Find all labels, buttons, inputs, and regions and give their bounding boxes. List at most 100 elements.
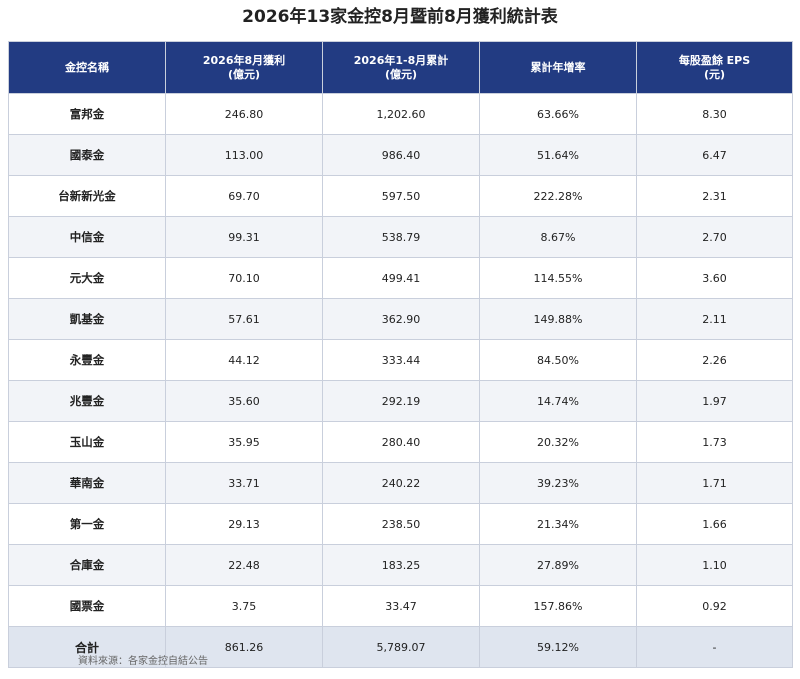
header-august-profit-label: 2026年8月獲利 — [202, 53, 286, 67]
yoy-growth-cell: 114.55% — [479, 257, 637, 299]
header-ytd-profit-unit: (億元) — [384, 67, 418, 81]
total-yoy-growth: 59.12% — [479, 626, 637, 668]
table-row: 玉山金 35.95 280.40 20.32% 1.73 — [8, 421, 793, 463]
august-profit-cell: 99.31 — [165, 216, 323, 258]
august-profit-cell: 57.61 — [165, 298, 323, 340]
profit-table: 金控名稱 2026年8月獲利 (億元) 2026年1-8月累計 (億元) 累計年增率… — [8, 41, 793, 668]
table-row: 永豐金 44.12 333.44 84.50% 2.26 — [8, 339, 793, 381]
header-eps: 每股盈餘 EPS (元) — [636, 41, 793, 94]
table-title: 2026年13家金控8月暨前8月獲利統計表 — [242, 7, 558, 27]
eps-cell: 2.11 — [636, 298, 793, 340]
table-body: 富邦金 246.80 1,202.60 63.66% 8.30 國泰金 113.00 986.… — [8, 93, 793, 627]
table-header-row: 金控名稱 2026年8月獲利 (億元) 2026年1-8月累計 (億元) 累計年增率… — [8, 41, 793, 94]
company-name-cell: 國泰金 — [8, 134, 166, 176]
ytd-profit-cell: 292.19 — [322, 380, 480, 422]
company-name-cell: 富邦金 — [8, 93, 166, 135]
august-profit-cell: 35.60 — [165, 380, 323, 422]
table-row: 合庫金 22.48 183.25 27.89% 1.10 — [8, 544, 793, 586]
yoy-growth-cell: 63.66% — [479, 93, 637, 135]
company-name-cell: 永豐金 — [8, 339, 166, 381]
company-name-cell: 華南金 — [8, 462, 166, 504]
yoy-growth-cell: 20.32% — [479, 421, 637, 463]
eps-cell: 1.97 — [636, 380, 793, 422]
table-row: 兆豐金 35.60 292.19 14.74% 1.97 — [8, 380, 793, 422]
ytd-profit-cell: 1,202.60 — [322, 93, 480, 135]
eps-cell: 3.60 — [636, 257, 793, 299]
company-name-cell: 玉山金 — [8, 421, 166, 463]
company-name-cell: 台新新光金 — [8, 175, 166, 217]
company-name-cell: 中信金 — [8, 216, 166, 258]
header-ytd-profit: 2026年1-8月累計 (億元) — [322, 41, 480, 94]
table-row: 富邦金 246.80 1,202.60 63.66% 8.30 — [8, 93, 793, 135]
eps-cell: 1.10 — [636, 544, 793, 586]
company-name-cell: 兆豐金 — [8, 380, 166, 422]
total-eps: - — [636, 626, 793, 668]
eps-cell: 1.71 — [636, 462, 793, 504]
header-yoy-growth: 累計年增率 — [479, 41, 637, 94]
table-row: 元大金 70.10 499.41 114.55% 3.60 — [8, 257, 793, 299]
header-august-profit-unit: (億元) — [227, 67, 261, 81]
header-yoy-growth-label: 累計年增率 — [530, 60, 586, 74]
table-row: 中信金 99.31 538.79 8.67% 2.70 — [8, 216, 793, 258]
yoy-growth-cell: 21.34% — [479, 503, 637, 545]
total-label: 合計 — [8, 626, 166, 668]
august-profit-cell: 22.48 — [165, 544, 323, 586]
table-row: 華南金 33.71 240.22 39.23% 1.71 — [8, 462, 793, 504]
yoy-growth-cell: 84.50% — [479, 339, 637, 381]
eps-cell: 0.92 — [636, 585, 793, 627]
ytd-profit-cell: 183.25 — [322, 544, 480, 586]
header-company-label: 金控名稱 — [65, 60, 109, 74]
table-row: 國票金 3.75 33.47 157.86% 0.92 — [8, 585, 793, 627]
ytd-profit-cell: 33.47 — [322, 585, 480, 627]
company-name-cell: 第一金 — [8, 503, 166, 545]
source-note: 資料來源：各家金控自結公告 — [78, 656, 208, 667]
yoy-growth-cell: 8.67% — [479, 216, 637, 258]
august-profit-cell: 44.12 — [165, 339, 323, 381]
eps-cell: 1.73 — [636, 421, 793, 463]
august-profit-cell: 246.80 — [165, 93, 323, 135]
total-row: 合計 861.26 5,789.07 59.12% - — [8, 626, 793, 668]
yoy-growth-cell: 222.28% — [479, 175, 637, 217]
company-name-cell: 國票金 — [8, 585, 166, 627]
yoy-growth-cell: 149.88% — [479, 298, 637, 340]
header-eps-label: 每股盈餘 EPS — [678, 53, 751, 67]
table-row: 國泰金 113.00 986.40 51.64% 6.47 — [8, 134, 793, 176]
ytd-profit-cell: 499.41 — [322, 257, 480, 299]
ytd-profit-cell: 538.79 — [322, 216, 480, 258]
ytd-profit-cell: 240.22 — [322, 462, 480, 504]
eps-cell: 6.47 — [636, 134, 793, 176]
yoy-growth-cell: 39.23% — [479, 462, 637, 504]
yoy-growth-cell: 157.86% — [479, 585, 637, 627]
ytd-profit-cell: 986.40 — [322, 134, 480, 176]
august-profit-cell: 70.10 — [165, 257, 323, 299]
ytd-profit-cell: 280.40 — [322, 421, 480, 463]
table-row: 第一金 29.13 238.50 21.34% 1.66 — [8, 503, 793, 545]
eps-cell: 1.66 — [636, 503, 793, 545]
ytd-profit-cell: 238.50 — [322, 503, 480, 545]
company-name-cell: 凱基金 — [8, 298, 166, 340]
august-profit-cell: 29.13 — [165, 503, 323, 545]
ytd-profit-cell: 333.44 — [322, 339, 480, 381]
table-row: 台新新光金 69.70 597.50 222.28% 2.31 — [8, 175, 793, 217]
yoy-growth-cell: 51.64% — [479, 134, 637, 176]
eps-cell: 2.26 — [636, 339, 793, 381]
august-profit-cell: 69.70 — [165, 175, 323, 217]
header-ytd-profit-label: 2026年1-8月累計 — [353, 53, 449, 67]
header-company: 金控名稱 — [8, 41, 166, 94]
header-august-profit: 2026年8月獲利 (億元) — [165, 41, 323, 94]
ytd-profit-cell: 597.50 — [322, 175, 480, 217]
total-ytd-profit: 5,789.07 — [322, 626, 480, 668]
ytd-profit-cell: 362.90 — [322, 298, 480, 340]
company-name-cell: 合庫金 — [8, 544, 166, 586]
eps-cell: 8.30 — [636, 93, 793, 135]
eps-cell: 2.31 — [636, 175, 793, 217]
company-name-cell: 元大金 — [8, 257, 166, 299]
eps-cell: 2.70 — [636, 216, 793, 258]
header-eps-unit: (元) — [703, 67, 726, 81]
yoy-growth-cell: 14.74% — [479, 380, 637, 422]
august-profit-cell: 113.00 — [165, 134, 323, 176]
august-profit-cell: 3.75 — [165, 585, 323, 627]
august-profit-cell: 33.71 — [165, 462, 323, 504]
yoy-growth-cell: 27.89% — [479, 544, 637, 586]
table-row: 凱基金 57.61 362.90 149.88% 2.11 — [8, 298, 793, 340]
